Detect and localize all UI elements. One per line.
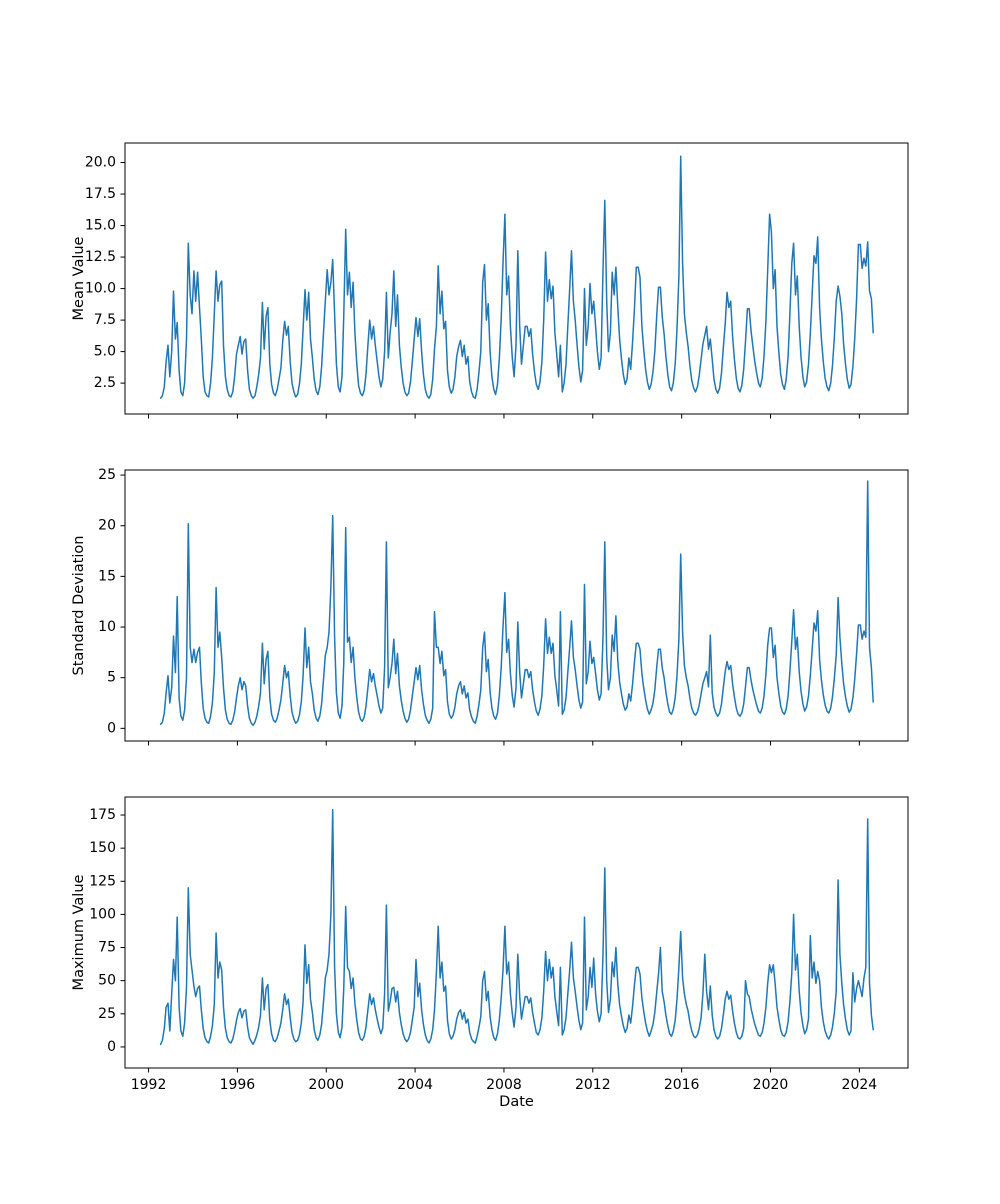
x-tick-label: 1992 — [131, 1077, 167, 1093]
y-tick-label: 150 — [89, 840, 116, 856]
y-tick-label: 0 — [107, 1039, 116, 1055]
axes-frame — [124, 796, 909, 1069]
y-tick-label: 100 — [89, 906, 116, 922]
y-tick-label: 10 — [98, 619, 116, 635]
x-tick-label: 2004 — [397, 1077, 433, 1093]
y-tick-label: 25 — [98, 1006, 116, 1022]
y-tick-label: 20 — [98, 518, 116, 534]
x-tick-label: 2012 — [575, 1077, 611, 1093]
y-tick-label: 75 — [98, 940, 116, 956]
x-tick-label: 1996 — [220, 1077, 256, 1093]
series-line-monthly_std — [159, 480, 874, 727]
axes-frame — [124, 469, 909, 742]
y-axis-label-mean-value: Mean Value — [71, 236, 87, 320]
y-tick-label: 25 — [98, 467, 116, 483]
x-tick-label: 2024 — [842, 1077, 878, 1093]
x-tick-label: 2008 — [486, 1077, 522, 1093]
subplot-2: 0 5 10 15 20 25 — [98, 467, 909, 746]
y-tick-label: 5.0 — [94, 344, 116, 360]
y-tick-label: 5 — [107, 670, 116, 686]
y-tick-label: 125 — [89, 873, 116, 889]
x-tick-label: 2000 — [308, 1077, 344, 1093]
y-tick-label: 15 — [98, 568, 116, 584]
y-tick-label: 17.5 — [85, 186, 116, 202]
x-tick-label: 2020 — [753, 1077, 789, 1093]
subplot-3: 0 25 50 75 100 125 150 175 1992 1996 2000 2004 2008 2… — [89, 796, 909, 1093]
y-axis-label-maximum-value: Maximum Value — [71, 874, 87, 990]
y-tick-label: 10.0 — [85, 281, 116, 297]
y-tick-label: 0 — [107, 720, 116, 736]
y-tick-label: 12.5 — [85, 249, 116, 265]
y-tick-label: 175 — [89, 807, 116, 823]
axes-frame — [124, 142, 909, 415]
y-tick-label: 15.0 — [85, 218, 116, 234]
y-tick-label: 20.0 — [85, 155, 116, 171]
series-line-monthly_max — [159, 808, 874, 1046]
subplot-1: 2.5 5.0 7.5 10.0 12.5 15.0 17.5 20.0 — [85, 142, 909, 419]
x-axis-label-date: Date — [499, 1094, 534, 1110]
series-line-monthly_mean — [159, 155, 874, 399]
y-tick-label: 2.5 — [94, 375, 116, 391]
x-tick-label: 2016 — [664, 1077, 700, 1093]
y-tick-label: 50 — [98, 973, 116, 989]
y-axis-label-standard-deviation: Standard Deviation — [71, 536, 87, 676]
y-tick-label: 7.5 — [94, 312, 116, 328]
